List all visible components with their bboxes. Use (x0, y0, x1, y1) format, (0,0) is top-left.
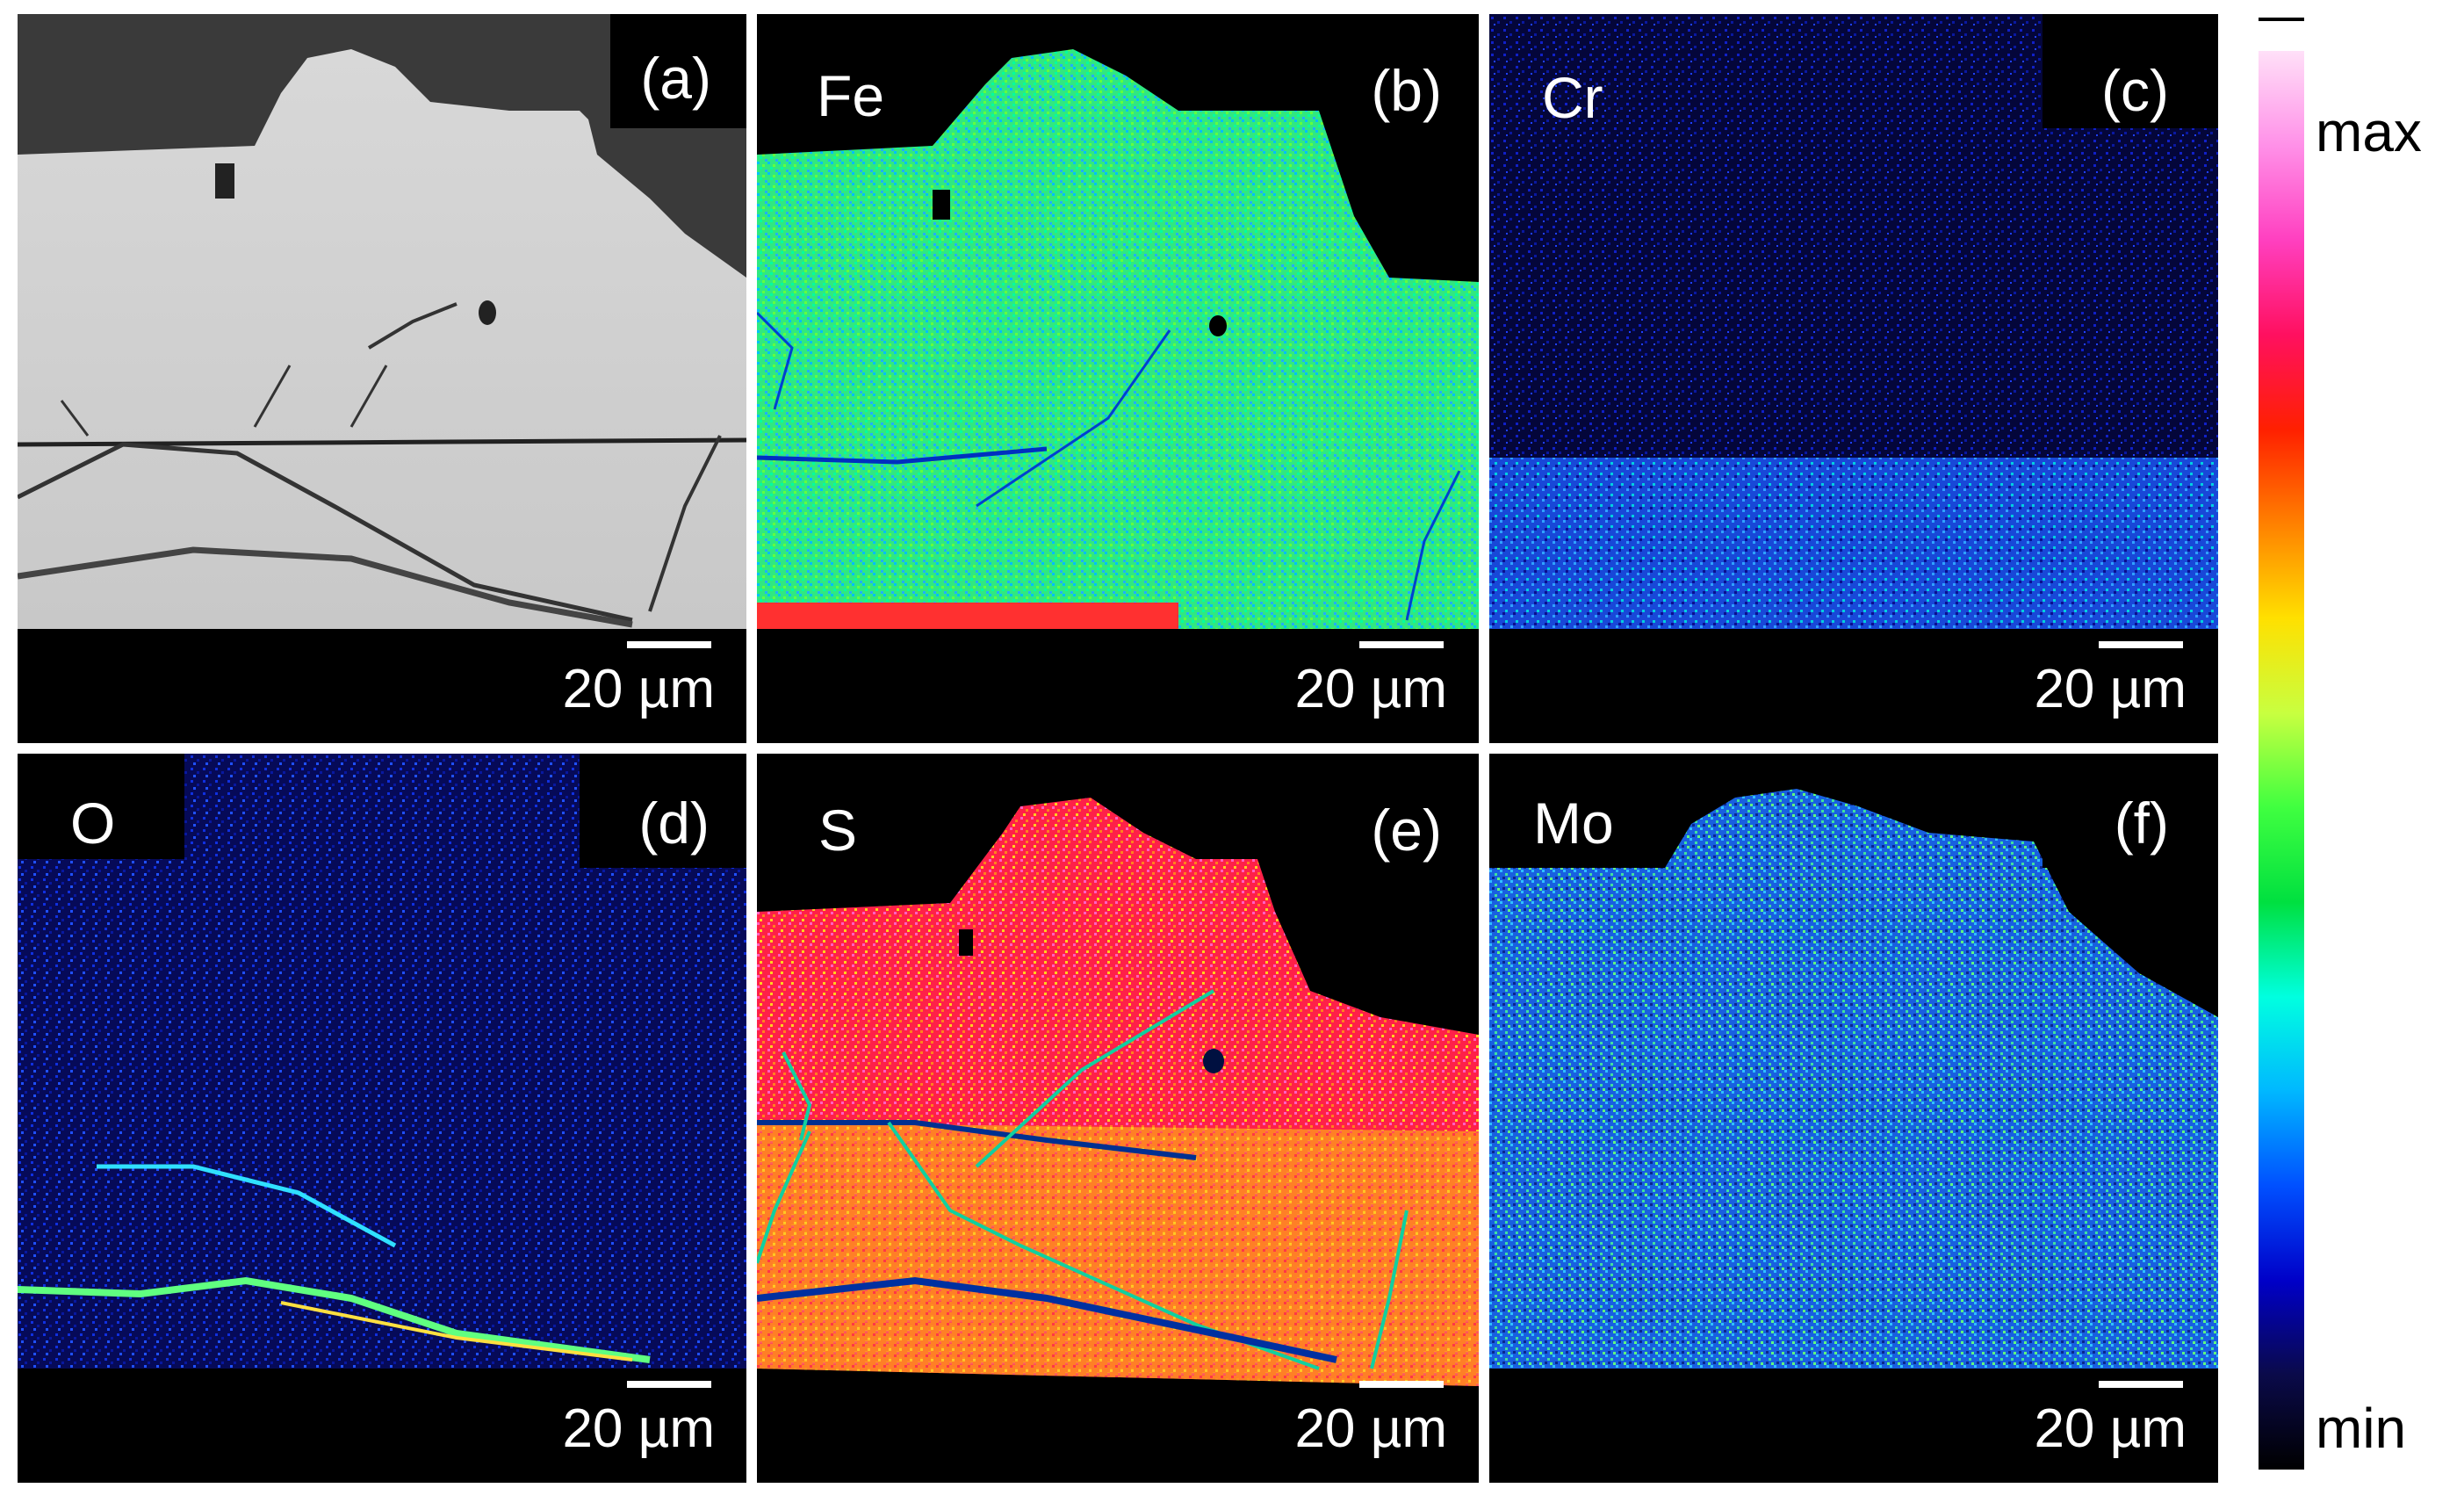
panel-letter: (b) (1371, 58, 1442, 123)
element-label: S (818, 798, 858, 863)
scale-bar (2099, 641, 2183, 648)
colorbar-max-label: max (2316, 100, 2422, 163)
colorbar (2259, 51, 2304, 1470)
scale-bar (627, 1381, 711, 1388)
panel-b-fe-map: Fe (b) 20 µm (757, 14, 1479, 743)
element-label: Cr (1542, 65, 1603, 130)
element-label: Mo (1533, 791, 1614, 856)
panel-d-o-map: O (d) 20 µm (18, 754, 746, 1483)
element-label-bg (757, 754, 906, 868)
panel-letter: (e) (1371, 798, 1442, 863)
scale-label: 20 µm (1294, 1398, 1447, 1459)
fe-map (757, 49, 1479, 743)
scale-label: 20 µm (2034, 659, 2187, 719)
panel-letter-bg (2043, 754, 2218, 868)
panel-letter: (d) (638, 791, 710, 856)
element-label-bg (18, 754, 184, 859)
colorbar-min-label: min (2316, 1397, 2407, 1460)
scale-label: 20 µm (1294, 659, 1447, 719)
panel-letter-bg (580, 754, 746, 868)
scale-bar (1359, 1381, 1444, 1388)
element-label: Fe (817, 63, 885, 128)
panel-letter-bg (2043, 14, 2218, 128)
scale-bar (627, 641, 711, 648)
scale-bar (2099, 1381, 2183, 1388)
s-map (757, 798, 1479, 1483)
panel-letter: (c) (2101, 58, 2169, 123)
panel-e-s-map: S (e) 20 µm (757, 754, 1479, 1483)
panel-letter: (f) (2114, 791, 2169, 856)
panel-letter: (a) (640, 46, 711, 111)
mo-map (1489, 789, 2218, 1483)
scale-label: 20 µm (2034, 1398, 2187, 1459)
panel-letter-bg (610, 14, 746, 128)
panel-f-mo-map: Mo (f) 20 µm (1489, 754, 2218, 1483)
element-label: O (70, 791, 116, 856)
colorbar-top-tick (2259, 18, 2304, 21)
scale-label: 20 µm (562, 1398, 715, 1459)
panel-a-sem-image: (a) 20 µm (18, 14, 746, 743)
panel-c-cr-map: Cr (c) 20 µm (1489, 14, 2218, 743)
scale-bar (1359, 641, 1444, 648)
scale-label: 20 µm (562, 659, 715, 719)
